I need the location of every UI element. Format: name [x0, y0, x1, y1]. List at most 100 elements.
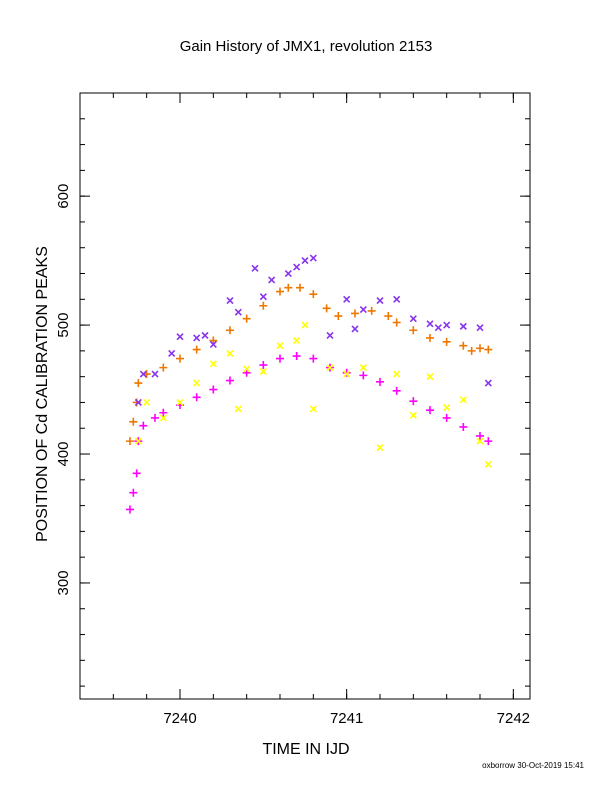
minor-ticks — [79, 92, 530, 699]
data-point — [139, 421, 148, 430]
data-point — [393, 370, 401, 378]
data-point — [359, 371, 368, 380]
data-point — [209, 385, 218, 394]
data-point — [376, 377, 384, 386]
data-point — [129, 488, 138, 497]
data-point — [359, 364, 367, 372]
y-tick-label: 600 — [55, 184, 72, 209]
data-point — [134, 398, 142, 407]
data-point — [234, 308, 242, 316]
data-point — [376, 297, 384, 305]
data-point — [193, 379, 201, 387]
data-point — [426, 373, 434, 381]
data-point — [139, 370, 147, 378]
data-point — [126, 505, 134, 514]
data-point — [309, 290, 318, 299]
data-point — [409, 326, 418, 335]
data-point — [129, 417, 138, 426]
data-point — [376, 444, 384, 452]
data-point — [393, 295, 401, 303]
series-3 — [134, 321, 492, 468]
data-point — [159, 408, 168, 417]
data-point — [226, 376, 234, 385]
data-point — [351, 325, 359, 333]
data-point — [392, 318, 401, 327]
data-point — [276, 354, 284, 363]
data-point — [234, 405, 242, 413]
y-axis-ticks: 300 400 500 600 — [55, 184, 530, 595]
data-point — [176, 354, 184, 363]
data-point — [459, 396, 467, 404]
data-point — [293, 263, 301, 271]
data-point — [293, 336, 301, 345]
x-tick-label: 7241 — [330, 710, 363, 727]
data-point — [442, 337, 451, 346]
x-axis-ticks: 7240 7241 7242 — [163, 93, 530, 727]
data-point — [134, 379, 143, 388]
data-point — [459, 422, 468, 431]
data-point — [476, 431, 484, 440]
data-series — [126, 254, 493, 514]
data-point — [409, 397, 418, 406]
data-point — [243, 365, 251, 373]
data-point — [193, 334, 201, 342]
series-0 — [126, 283, 493, 446]
data-point — [276, 287, 284, 296]
data-point — [276, 342, 284, 350]
y-axis-label: POSITION OF Cd CALIBRATION PEAKS — [34, 246, 51, 542]
data-point — [342, 368, 351, 377]
y-tick-label: 300 — [55, 570, 72, 595]
y-tick-label: 400 — [55, 442, 72, 467]
data-point — [226, 349, 234, 358]
data-point — [159, 414, 167, 422]
data-point — [476, 437, 484, 445]
data-point — [384, 312, 393, 321]
data-point — [259, 367, 267, 376]
y-tick-label: 500 — [55, 313, 72, 338]
data-point — [392, 386, 401, 395]
data-point — [309, 254, 317, 262]
data-point — [268, 276, 276, 284]
data-point — [132, 469, 141, 478]
data-point — [426, 333, 434, 342]
data-point — [467, 346, 476, 355]
data-point — [484, 437, 493, 446]
data-point — [168, 349, 176, 358]
x-tick-label: 7242 — [497, 710, 530, 727]
chart-title: Gain History of JMX1, revolution 2153 — [180, 38, 433, 55]
data-point — [176, 333, 184, 341]
data-point — [209, 340, 217, 348]
data-point — [132, 398, 141, 407]
data-point — [443, 321, 451, 329]
data-point — [343, 370, 351, 378]
data-point — [192, 345, 201, 354]
data-point — [301, 321, 309, 329]
x-axis-label: TIME IN IJD — [262, 741, 349, 758]
series-2 — [134, 254, 492, 407]
data-point — [367, 306, 376, 315]
data-point — [143, 398, 151, 407]
data-point — [134, 437, 142, 445]
data-point — [426, 320, 434, 328]
data-point — [209, 360, 217, 368]
data-point — [426, 406, 434, 415]
data-point — [322, 304, 331, 313]
data-point — [201, 331, 209, 339]
data-point — [326, 331, 334, 339]
data-point — [459, 341, 468, 350]
plot-frame — [79, 92, 531, 700]
data-point — [296, 283, 304, 292]
data-point — [434, 324, 442, 332]
data-point — [409, 411, 417, 419]
data-point — [351, 309, 359, 318]
data-point — [151, 413, 159, 422]
data-point — [192, 393, 201, 402]
data-point — [242, 368, 251, 377]
data-point — [251, 264, 259, 272]
data-point — [326, 364, 334, 372]
data-point — [159, 363, 168, 372]
data-point — [442, 413, 451, 422]
data-point — [126, 437, 134, 446]
data-point — [209, 336, 218, 345]
